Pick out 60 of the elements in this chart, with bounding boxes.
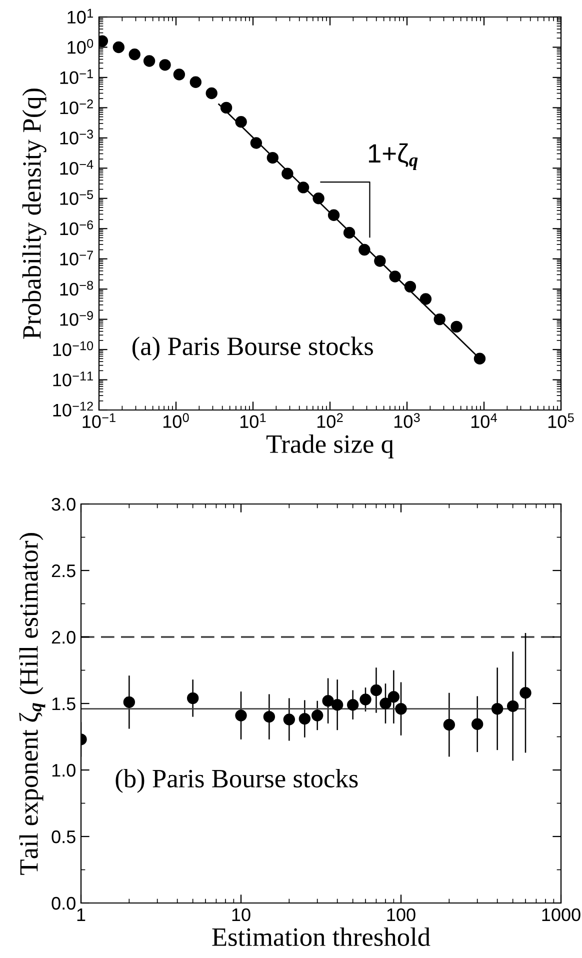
point	[282, 168, 294, 180]
y-tick-label: 10$^{−5}$	[60, 190, 94, 205]
point	[450, 320, 462, 333]
y-tick-label: 10$^{−10}$	[53, 341, 94, 356]
x-tick-label: 10$^{1}$	[240, 413, 266, 428]
x-tick-label: 100	[387, 908, 416, 922]
x-tick-label: 1000	[542, 908, 580, 922]
annotation: (a) Paris Bourse stocks	[132, 336, 373, 361]
y-axis-title: Tail exponent ζ$_{q}$ (Hill estimator)	[19, 533, 46, 875]
point	[404, 280, 416, 293]
x-tick-label: 10	[232, 908, 250, 922]
x-tick-label: 10$^{5}$	[548, 413, 574, 428]
y-tick-label: 10$^{−3}$	[60, 130, 94, 144]
y-tick-label: 10$^{−1}$	[60, 69, 93, 84]
point	[128, 48, 140, 60]
point	[266, 152, 278, 164]
point	[112, 41, 124, 54]
annotation: (b) Paris Bourse stocks	[116, 768, 358, 793]
y-tick-label: 2.0	[52, 630, 76, 644]
y-tick-label: 1.0	[52, 764, 76, 777]
x-tick-label: 10$^{3}$	[394, 413, 420, 428]
point	[250, 137, 262, 149]
x-tick-label: 10$^{0}$	[163, 413, 189, 428]
y-tick-label: 10$^{1}$	[68, 8, 93, 24]
point	[374, 255, 386, 267]
y-tick-label: 10$^{−11}$	[53, 372, 93, 386]
point	[389, 270, 401, 282]
y-tick-label: 10$^{0}$	[68, 38, 94, 54]
point	[143, 55, 156, 67]
point	[328, 209, 340, 221]
point	[220, 102, 232, 114]
x-axis-title: Estimation threshold	[212, 927, 430, 946]
point	[159, 59, 171, 71]
point	[343, 226, 356, 239]
point	[235, 116, 247, 128]
point	[190, 76, 202, 88]
y-tick-label: 10$^{−6}$	[60, 220, 94, 236]
y-tick-label: 1.5	[52, 698, 76, 710]
x-tick-label: 1	[77, 908, 86, 921]
point	[206, 87, 218, 100]
x-tick-label: 10$^{−1}$	[82, 413, 116, 428]
annotation: 1+ζ$_{q}$	[368, 143, 418, 170]
y-tick-label: 10$^{−9}$	[60, 311, 93, 326]
y-tick-label: 0.5	[52, 830, 76, 844]
x-axis-title: Trade size q	[266, 434, 394, 458]
point	[358, 244, 370, 256]
y-tick-label: 10$^{−7}$	[60, 250, 93, 266]
y-axis-title: Probability density P(q)	[22, 88, 46, 339]
x-tick-label: 10$^{2}$	[317, 413, 343, 428]
point	[297, 182, 310, 194]
y-tick-label: 3.0	[52, 498, 76, 511]
y-tick-label: 10$^{−8}$	[60, 280, 94, 296]
x-tick-label: 10$^{4}$	[471, 413, 497, 428]
point	[312, 192, 324, 204]
y-tick-label: 0.0	[52, 896, 76, 910]
y-tick-label: 10$^{−4}$	[60, 160, 94, 175]
y-tick-label: 2.5	[52, 564, 76, 578]
y-tick-label: 10$^{−2}$	[60, 99, 93, 114]
point	[173, 68, 186, 80]
point	[420, 293, 432, 305]
